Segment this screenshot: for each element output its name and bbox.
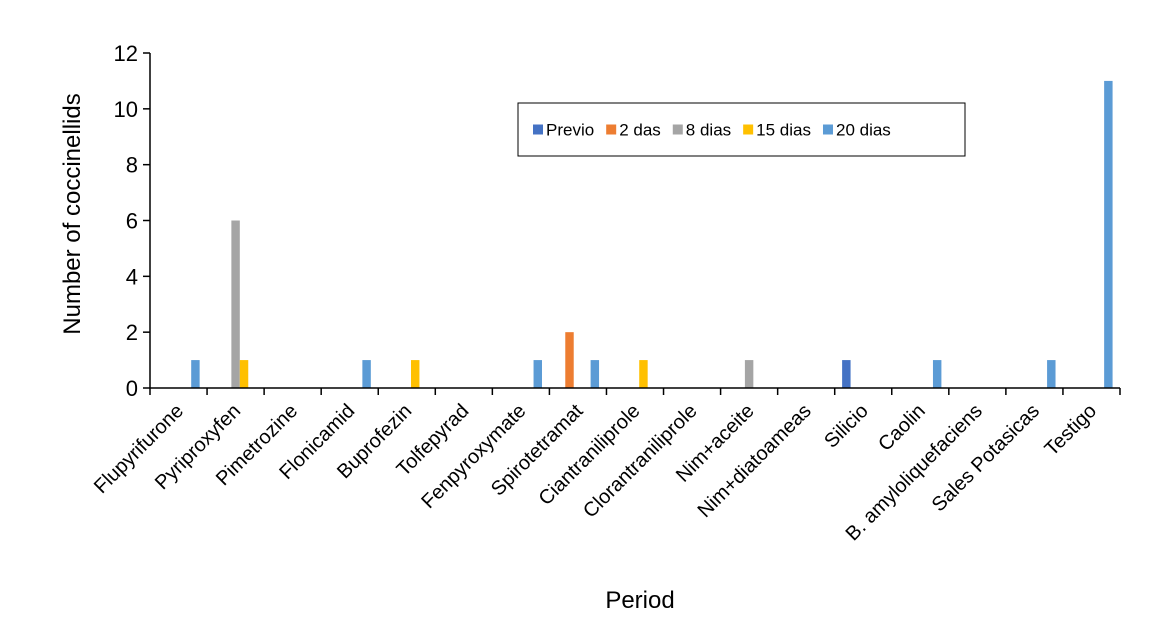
bar-15-dias <box>639 360 648 388</box>
legend-label: 15 dias <box>756 121 811 140</box>
bar-20-dias <box>1047 360 1056 388</box>
bars <box>191 80 1113 389</box>
y-tick-label: 8 <box>126 153 138 178</box>
bar-8-dias <box>231 220 240 388</box>
category-label: Silicio <box>820 400 873 453</box>
category-label: Sales Potasicas <box>928 400 1044 516</box>
y-tick-label: 10 <box>114 97 138 122</box>
bar-20-dias <box>191 360 200 388</box>
legend-swatch <box>606 124 617 135</box>
legend: Previo 2 das 8 dias 15 dias 20 dias <box>517 102 966 157</box>
legend-label: 2 das <box>619 121 661 140</box>
legend-label: 20 dias <box>836 121 891 140</box>
bar-8-dias <box>744 360 754 388</box>
y-tick-label: 4 <box>126 264 138 289</box>
y-tick-label: 6 <box>126 209 138 234</box>
bar-20-dias <box>362 360 371 388</box>
y-axis-ticks: 0 2 4 6 8 10 12 <box>114 41 150 401</box>
bar-15-dias <box>410 360 420 388</box>
bar-20-dias <box>932 360 942 388</box>
y-tick-label: 2 <box>126 320 138 345</box>
x-axis-title: Period <box>605 587 674 614</box>
y-tick-label: 0 <box>126 376 138 401</box>
category-label: Fenpyroxymate <box>417 400 530 513</box>
category-label: Ciantraniliprole <box>535 400 645 510</box>
bar-20-dias <box>533 360 542 388</box>
legend-box <box>517 102 966 157</box>
legend-swatch <box>743 124 754 135</box>
bar-20-dias <box>590 360 600 388</box>
y-tick-label: 12 <box>114 41 138 66</box>
legend-label: Previo <box>546 121 594 140</box>
category-labels: FlupyrifuronePyriproxyfenPimetrozineFlon… <box>90 400 1101 546</box>
y-axis-title: Number of coccinellids <box>59 93 86 334</box>
x-axis-ticks <box>149 388 1121 395</box>
legend-swatch <box>672 124 683 135</box>
category-label: Testigo <box>1041 400 1101 460</box>
bar-previo <box>842 360 851 388</box>
legend-swatch <box>822 124 833 135</box>
category-label: Caolin <box>874 400 930 456</box>
bar-2-das <box>565 332 574 388</box>
bar-15-dias <box>239 360 249 388</box>
legend-swatch <box>533 124 543 135</box>
legend-label: 8 dias <box>686 121 731 140</box>
bar-20-dias <box>1104 80 1113 389</box>
